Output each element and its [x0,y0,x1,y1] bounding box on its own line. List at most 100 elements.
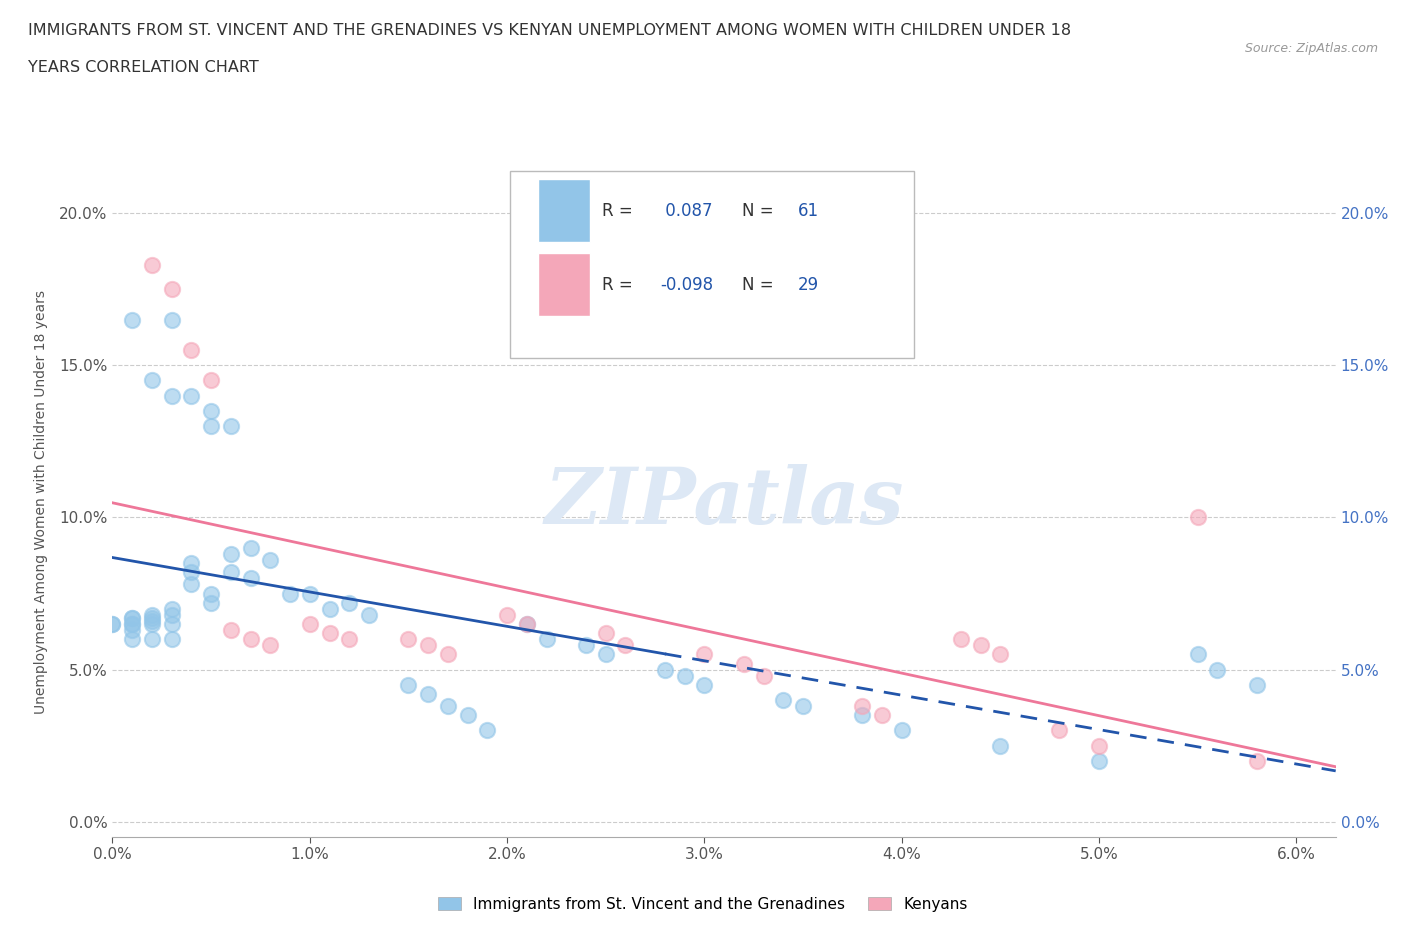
Point [180,555,202,570]
Point [101,617,124,631]
FancyBboxPatch shape [538,253,589,316]
Point [614,638,637,653]
Point [200,418,222,433]
Point [121,610,143,625]
Point [180,342,202,357]
Point [337,595,360,610]
Point [870,708,893,723]
Point [733,656,755,671]
Text: ZIPatlas: ZIPatlas [544,464,904,540]
Point [219,565,242,579]
Point [693,647,716,662]
Point [1088,753,1111,768]
Text: Source: ZipAtlas.com: Source: ZipAtlas.com [1244,42,1378,55]
Point [357,607,380,622]
Point [496,607,519,622]
Point [121,610,143,625]
Point [477,723,499,737]
Point [516,617,538,631]
Point [1187,510,1209,525]
Point [121,622,143,637]
Text: YEARS CORRELATION CHART: YEARS CORRELATION CHART [28,60,259,75]
Point [654,662,676,677]
Point [949,631,972,646]
Legend: Immigrants from St. Vincent and the Grenadines, Kenyans: Immigrants from St. Vincent and the Gren… [432,890,974,918]
Text: 61: 61 [797,202,818,219]
Point [200,586,222,601]
Point [673,669,696,684]
Point [121,312,143,327]
Point [121,617,143,631]
Point [396,677,419,692]
Point [851,698,873,713]
FancyBboxPatch shape [538,179,589,243]
Point [141,258,163,272]
Point [1187,647,1209,662]
Point [1246,677,1268,692]
Point [259,552,281,567]
Text: -0.098: -0.098 [661,275,714,294]
Text: IMMIGRANTS FROM ST. VINCENT AND THE GRENADINES VS KENYAN UNEMPLOYMENT AMONG WOME: IMMIGRANTS FROM ST. VINCENT AND THE GREN… [28,23,1071,38]
Point [890,723,912,737]
Point [239,571,262,586]
Point [200,404,222,418]
Point [536,631,558,646]
Point [298,617,321,631]
Point [772,693,794,708]
Point [121,617,143,631]
Point [1088,738,1111,753]
Point [180,565,202,579]
Point [278,586,301,601]
Point [988,647,1011,662]
Point [160,312,183,327]
Point [259,638,281,653]
Point [141,617,163,631]
Point [141,607,163,622]
Point [160,607,183,622]
Point [180,577,202,591]
Point [575,638,598,653]
Point [141,610,163,625]
Point [121,631,143,646]
Point [516,617,538,631]
Point [160,602,183,617]
Point [219,418,242,433]
Point [693,677,716,692]
Text: N =: N = [742,275,779,294]
FancyBboxPatch shape [510,171,914,358]
Point [792,698,814,713]
Point [298,586,321,601]
Point [200,595,222,610]
Point [437,647,460,662]
Point [1206,662,1229,677]
Point [160,631,183,646]
Point [396,631,419,646]
Point [1049,723,1071,737]
Point [180,388,202,403]
Text: 29: 29 [797,275,818,294]
Point [160,282,183,297]
Point [418,638,440,653]
Point [141,614,163,629]
Text: R =: R = [602,275,638,294]
Point [141,631,163,646]
Point [239,540,262,555]
Point [239,631,262,646]
Point [595,626,617,641]
Point [595,647,617,662]
Point [457,708,479,723]
Point [219,547,242,562]
Point [318,602,340,617]
Point [219,622,242,637]
Point [160,388,183,403]
Point [160,617,183,631]
Point [752,669,775,684]
Point [851,708,873,723]
Point [418,686,440,701]
Text: N =: N = [742,202,779,219]
Point [141,373,163,388]
Text: R =: R = [602,202,638,219]
Point [200,373,222,388]
Point [988,738,1011,753]
Point [969,638,991,653]
